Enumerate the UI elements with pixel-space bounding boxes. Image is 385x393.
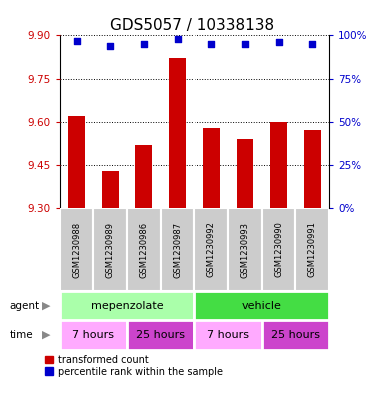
Text: 25 hours: 25 hours <box>136 330 185 340</box>
Bar <box>60 320 127 350</box>
Point <box>276 39 282 46</box>
Bar <box>127 208 161 291</box>
Text: time: time <box>10 330 33 340</box>
Text: ▶: ▶ <box>42 301 51 310</box>
Bar <box>68 116 85 208</box>
Bar <box>262 208 296 291</box>
Text: GSM1230992: GSM1230992 <box>207 222 216 277</box>
Point <box>309 41 315 47</box>
Bar <box>102 171 119 208</box>
Bar <box>60 291 194 320</box>
Bar <box>270 122 287 208</box>
Text: GSM1230993: GSM1230993 <box>241 222 249 277</box>
Text: GSM1230988: GSM1230988 <box>72 222 81 277</box>
Bar <box>60 208 93 291</box>
Bar <box>93 208 127 291</box>
Bar <box>136 145 152 208</box>
Point <box>174 36 181 42</box>
Bar <box>203 128 220 208</box>
Bar <box>236 139 253 208</box>
Point <box>107 42 113 49</box>
Text: 7 hours: 7 hours <box>72 330 114 340</box>
Text: 7 hours: 7 hours <box>207 330 249 340</box>
Text: GSM1230987: GSM1230987 <box>173 222 182 277</box>
Bar <box>262 320 329 350</box>
Bar <box>304 130 321 208</box>
Bar <box>169 59 186 208</box>
Point <box>74 37 80 44</box>
Text: GDS5057 / 10338138: GDS5057 / 10338138 <box>110 18 275 33</box>
Bar <box>296 208 329 291</box>
Text: mepenzolate: mepenzolate <box>91 301 163 310</box>
Text: GSM1230989: GSM1230989 <box>106 222 115 277</box>
Point <box>208 41 214 47</box>
Text: GSM1230991: GSM1230991 <box>308 222 317 277</box>
Bar <box>161 208 194 291</box>
Bar <box>194 320 262 350</box>
Point <box>242 41 248 47</box>
Text: vehicle: vehicle <box>242 301 282 310</box>
Bar <box>194 291 329 320</box>
Text: GSM1230986: GSM1230986 <box>139 222 148 277</box>
Bar <box>228 208 262 291</box>
Text: GSM1230990: GSM1230990 <box>274 222 283 277</box>
Text: 25 hours: 25 hours <box>271 330 320 340</box>
Bar <box>127 320 194 350</box>
Bar <box>194 208 228 291</box>
Text: ▶: ▶ <box>42 330 51 340</box>
Point <box>141 41 147 47</box>
Text: agent: agent <box>10 301 40 310</box>
Legend: transformed count, percentile rank within the sample: transformed count, percentile rank withi… <box>45 354 223 376</box>
